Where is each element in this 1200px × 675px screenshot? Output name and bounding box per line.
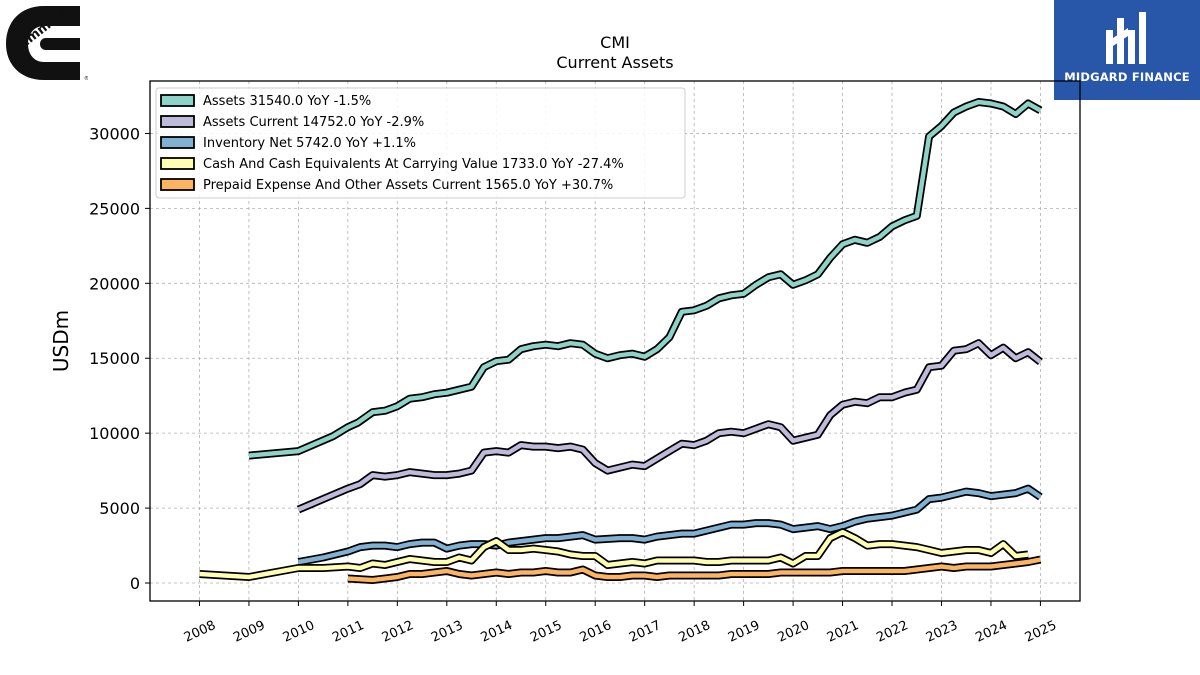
legend-swatch (160, 115, 195, 128)
legend-label: Prepaid Expense And Other Assets Current… (203, 178, 613, 193)
chart-subtitle: Current Assets (556, 53, 673, 72)
x-tick-label: 2023 (924, 618, 960, 646)
legend-label: Assets Current 14752.0 YoY -2.9% (203, 115, 424, 130)
x-tick-label: 2015 (528, 618, 564, 646)
x-tick-label: 2022 (874, 618, 910, 646)
y-tick-label: 25000 (89, 199, 140, 218)
series-line (199, 528, 1029, 581)
legend: Assets 31540.0 YoY -1.5% Assets Current 1… (155, 87, 686, 199)
legend-label: Inventory Net 5742.0 YoY +1.1% (203, 136, 416, 151)
y-tick-label: 0 (130, 574, 140, 593)
x-tick-label: 2009 (231, 618, 267, 646)
x-tick-label: 2013 (429, 618, 465, 646)
series-line (297, 484, 1043, 566)
y-tick-label: 5000 (99, 499, 140, 518)
series-line-fill (297, 340, 1042, 512)
legend-box (155, 87, 686, 199)
midgard-mark-icon (1106, 12, 1146, 64)
x-tick-label: 2020 (775, 618, 811, 646)
legend-label: Cash And Cash Equivalents At Carrying Va… (203, 157, 624, 172)
x-tick-label: 2012 (380, 618, 416, 646)
legend-swatch (160, 136, 195, 149)
series-line (347, 555, 1042, 584)
legend-swatch (160, 178, 195, 191)
svg-text:®: ® (84, 75, 88, 82)
legend-label: Assets 31540.0 YoY -1.5% (203, 94, 371, 109)
plot-frame (149, 80, 1081, 602)
chart-series-layer (199, 98, 1043, 584)
x-tick-label: 2011 (330, 618, 366, 646)
series-line (248, 98, 1043, 460)
y-tick-label: 20000 (89, 274, 140, 293)
series-line-fill (248, 99, 1042, 458)
series-line-fill (199, 529, 1029, 580)
series-line-fill (347, 557, 1041, 583)
legend-swatch (160, 157, 195, 170)
y-axis-label: USDm (49, 310, 73, 372)
midgard-finance-logo: MIDGARD FINANCE (1054, 0, 1200, 100)
x-tick-label: 2008 (182, 618, 218, 646)
series-line (296, 339, 1043, 514)
series-line-fill (297, 486, 1042, 565)
x-tick-label: 2016 (578, 618, 614, 646)
y-tick-label: 15000 (89, 349, 140, 368)
midgard-finance-text: MIDGARD FINANCE (1064, 70, 1190, 84)
x-tick-label: 2019 (726, 618, 762, 646)
cummins-logo: Cummins ® (4, 4, 89, 82)
x-tick-label: 2018 (677, 618, 713, 646)
x-tick-label: 2021 (825, 618, 861, 646)
y-tick-label: 10000 (89, 424, 140, 443)
x-tick-label: 2024 (973, 618, 1009, 646)
x-tick-label: 2017 (627, 618, 663, 646)
x-tick-label: 2014 (479, 618, 515, 646)
x-tick-label: 2010 (281, 618, 317, 646)
legend-swatch (160, 94, 195, 107)
chart-title: CMI (600, 33, 630, 52)
x-tick-label: 2025 (1023, 618, 1059, 646)
y-tick-label: 30000 (89, 124, 140, 143)
